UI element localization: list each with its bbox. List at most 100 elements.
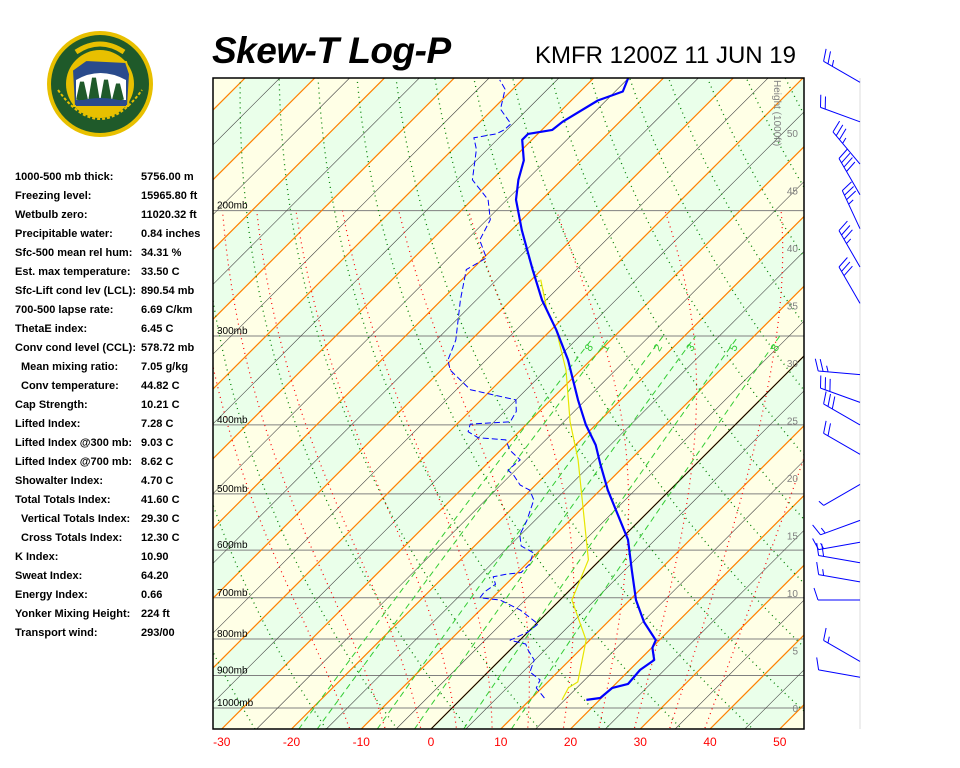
index-value: 8.62 C (141, 456, 174, 468)
mixing-ratio-label: 3 (684, 342, 697, 353)
wind-barb (813, 587, 860, 601)
index-label: Est. max temperature: (15, 266, 131, 278)
mixing-ratio-line (413, 335, 697, 729)
x-tick-label: 20 (564, 735, 578, 749)
height-tick-label: 20 (787, 474, 799, 485)
isobar-label: 400mb (217, 415, 248, 426)
index-row: Freezing level: 15965.80 ft (15, 187, 211, 206)
isobar-label: 700mb (217, 588, 248, 599)
moist-adiabat (468, 210, 575, 729)
wind-barb (816, 542, 861, 564)
index-row: Vertical Totals Index: 29.30 C (15, 510, 211, 529)
height-tick-label: 15 (787, 532, 799, 543)
isotherm-line (395, 320, 804, 729)
index-label: 1000-500 mb thick: (15, 171, 114, 183)
isotherm-line (213, 78, 420, 285)
moist-adiabat (633, 210, 698, 729)
index-row: Cross Totals Index: 12.30 C (15, 529, 211, 548)
isotherm-line (213, 78, 699, 564)
wind-barb (838, 257, 861, 304)
index-label: Lifted Index @300 mb: (15, 437, 133, 449)
index-value: 6.69 C/km (141, 304, 193, 316)
index-label: Sfc-500 mean rel hum: (15, 247, 133, 259)
isotherm-line (674, 599, 804, 729)
index-row: Conv cond level (CCL): 578.72 mb (15, 339, 211, 358)
index-label: Cross Totals Index: (21, 532, 123, 544)
isotherm-line (213, 78, 490, 355)
wind-barb (832, 120, 861, 165)
isotherm-line (220, 145, 804, 729)
wind-barb (838, 220, 861, 268)
isobar-label: 500mb (217, 484, 248, 495)
dry-adiabat (213, 296, 399, 729)
mixing-ratio-line (298, 335, 595, 729)
temperature-trace (514, 78, 657, 701)
index-row: K Index: 10.90 (15, 548, 211, 567)
mixing-ratio-line (376, 335, 664, 729)
index-label: Yonker Mixing Height: (15, 608, 131, 620)
isotherm-line (213, 78, 386, 251)
index-value: 15965.80 ft (141, 190, 198, 202)
index-value: 7.28 C (141, 418, 174, 430)
index-row: Conv temperature: 44.82 C (15, 377, 211, 396)
wind-barb (818, 483, 861, 506)
index-label: Precipitable water: (15, 228, 113, 240)
moist-adiabat (341, 210, 493, 729)
index-value: 5756.00 m (141, 171, 194, 183)
index-value: 0.84 inches (141, 228, 201, 240)
index-value: 578.72 mb (141, 342, 195, 354)
index-value: 4.70 C (141, 475, 174, 487)
isotherm-line (256, 181, 804, 729)
isotherm-line (569, 494, 804, 729)
index-label: Mean mixing ratio: (21, 361, 119, 373)
isobar-label: 300mb (217, 326, 248, 337)
mixing-ratio-line (316, 335, 611, 729)
index-value: 890.54 mb (141, 285, 195, 297)
isobar-label: 600mb (217, 540, 248, 551)
index-label: 700-500 lapse rate: (15, 304, 114, 316)
index-value: 29.30 C (141, 513, 180, 525)
dry-adiabat (589, 78, 804, 457)
plot-frame (212, 77, 805, 730)
index-row: Lifted Index @700 mb: 8.62 C (15, 453, 211, 472)
isotherm-line (325, 250, 804, 729)
height-tick-label: 50 (787, 129, 799, 140)
index-row: Transport wind: 293/00 (15, 624, 211, 643)
isotherm-line (213, 78, 456, 321)
height-tick-label: 30 (787, 359, 799, 370)
index-value: 64.20 (141, 570, 169, 582)
wind-barb (816, 657, 861, 678)
wind-barb (814, 358, 861, 376)
wind-barb (823, 420, 861, 455)
index-label: ThetaE index: (15, 323, 88, 335)
oregon-department-of-forestry-logo (47, 31, 153, 137)
index-value: 33.50 C (141, 266, 180, 278)
height-axis-label: Height (1000ft) (771, 80, 782, 146)
wind-barb (812, 519, 861, 536)
isobar-label: 200mb (217, 201, 248, 212)
chart-title: Skew-T Log-P (212, 30, 451, 71)
wind-barbs (812, 48, 861, 729)
dry-adiabat (926, 53, 960, 738)
x-tick-label: -10 (353, 735, 371, 749)
index-value: 10.21 C (141, 399, 180, 411)
mixing-ratio-label: 8 (769, 342, 782, 353)
index-label: Conv temperature: (21, 380, 119, 392)
isotherm-line (213, 78, 665, 530)
index-label: Conv cond level (CCL): (15, 342, 137, 354)
index-value: 12.30 C (141, 532, 180, 544)
station-time-label: KMFR 1200Z 11 JUN 19 (535, 42, 796, 69)
x-tick-label: 30 (634, 735, 648, 749)
isotherm-line (213, 78, 316, 181)
index-row: Energy Index: 0.66 (15, 586, 211, 605)
isotherm-band (841, 53, 960, 738)
dry-adiabat (811, 53, 960, 738)
height-tick-label: 0 (792, 704, 798, 715)
dewpoint-trace (447, 79, 545, 699)
x-tick-label: -30 (213, 735, 231, 749)
wind-barb (820, 94, 861, 123)
isobar-label: 800mb (217, 629, 248, 640)
